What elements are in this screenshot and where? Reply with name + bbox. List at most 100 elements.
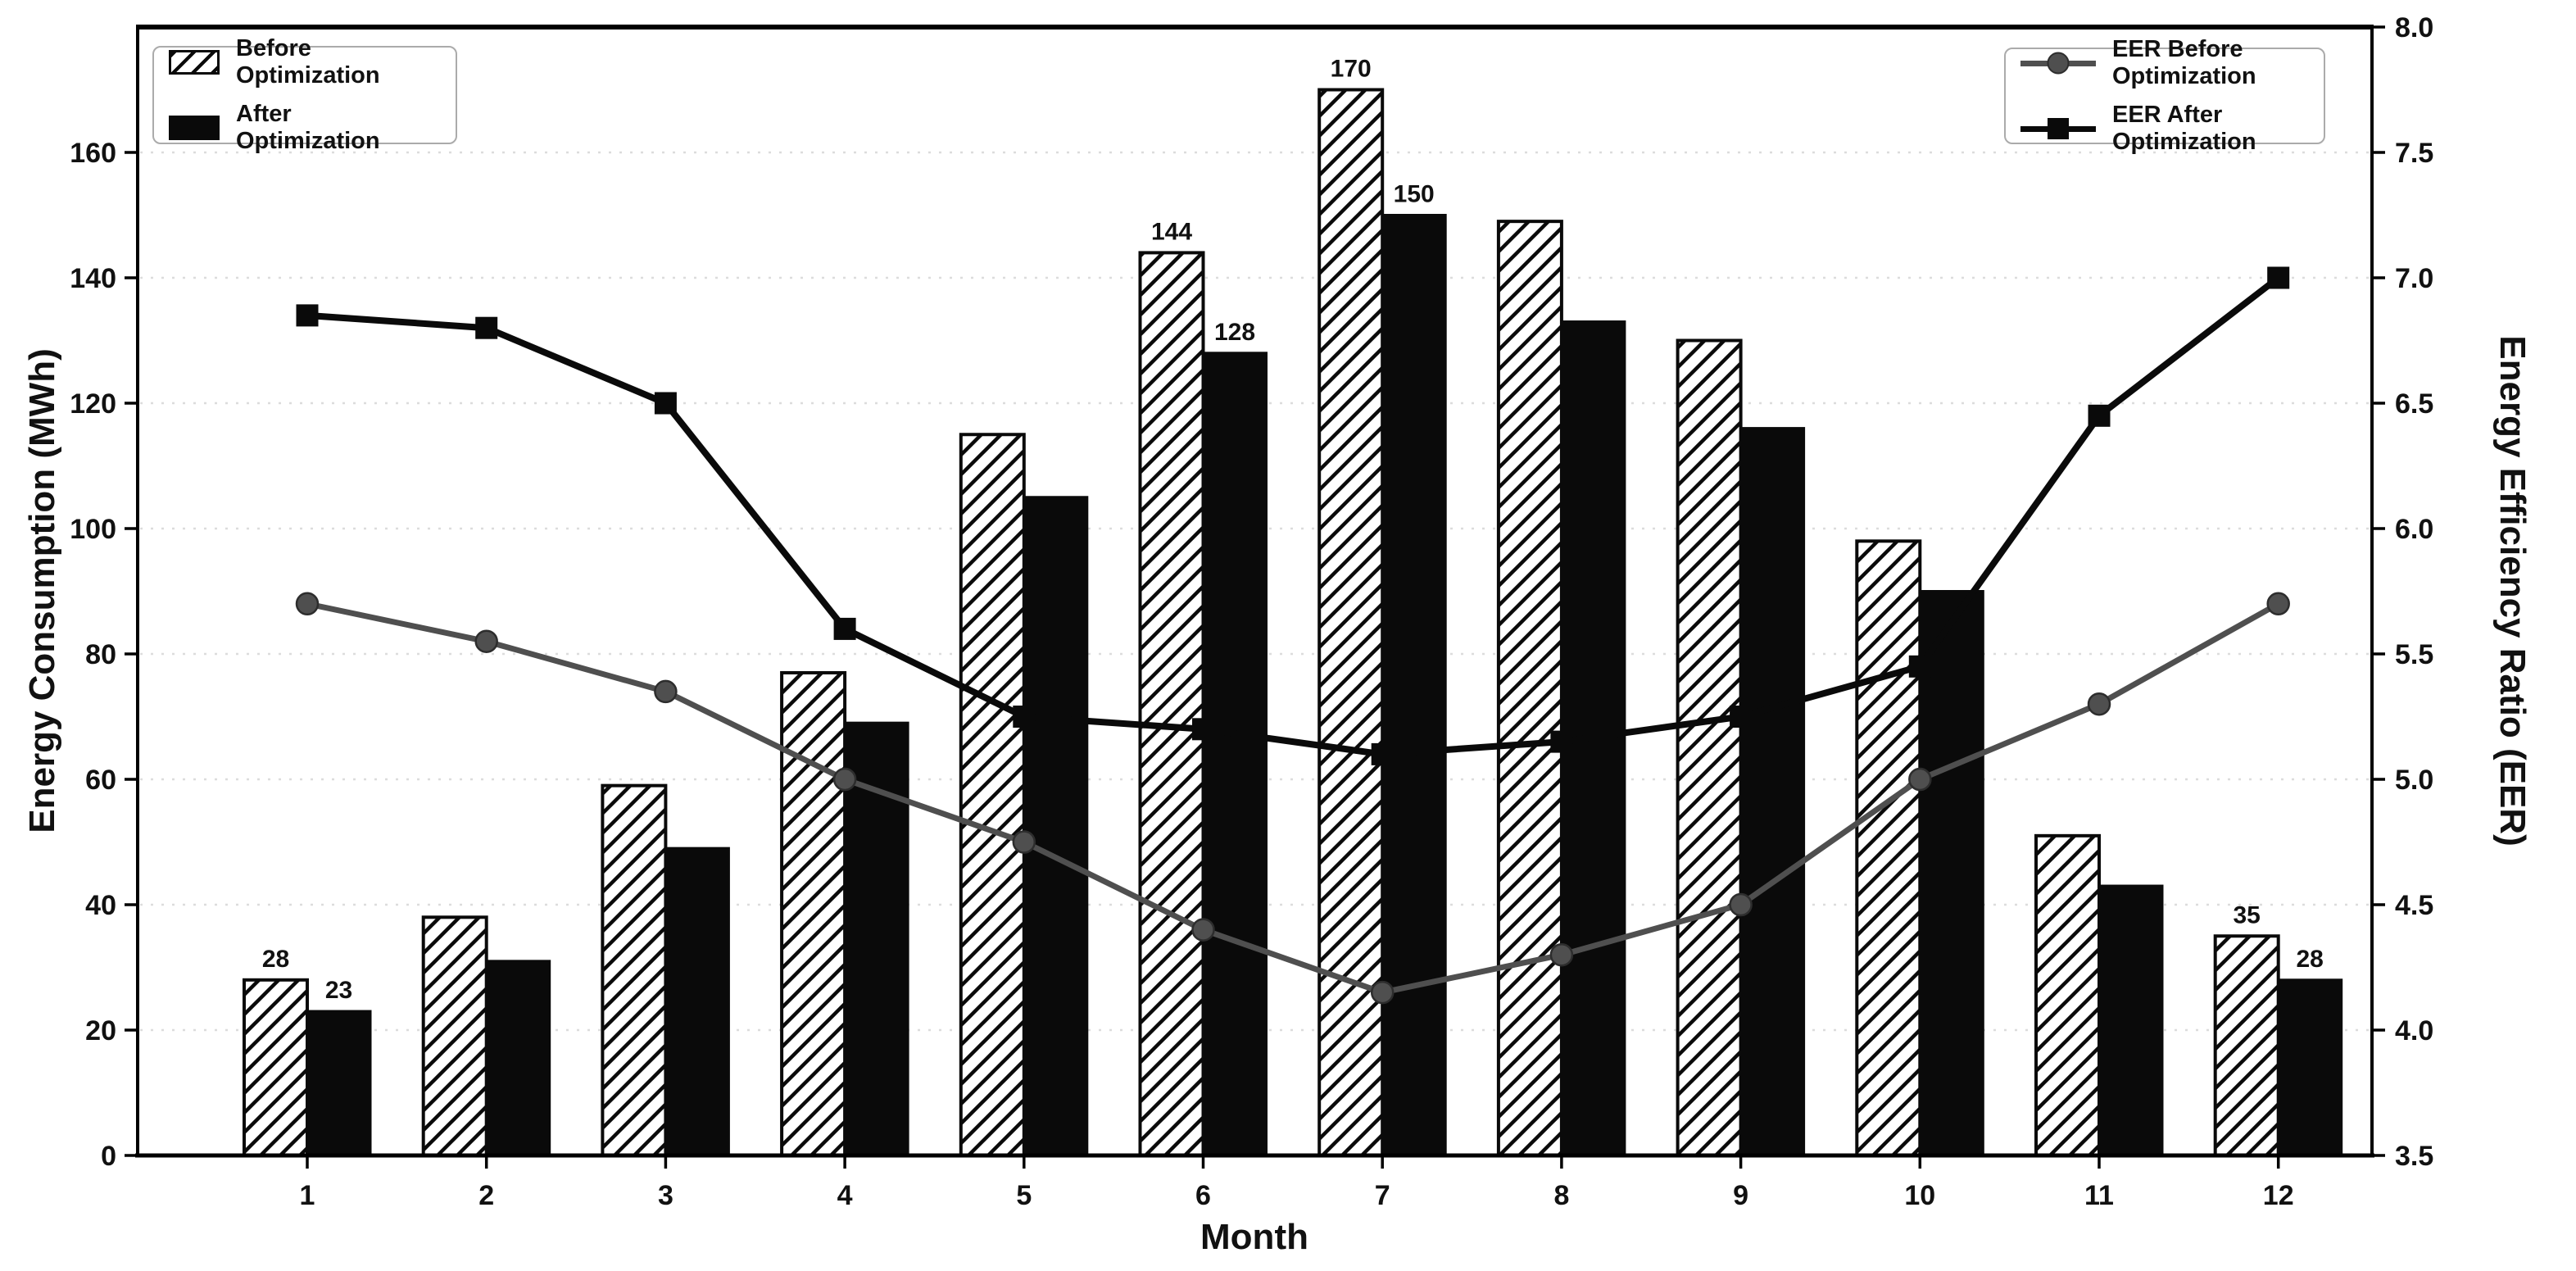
right-tick-label: 7.5 (2395, 138, 2433, 169)
eer-before-point-month-3 (654, 679, 678, 704)
solid-bar-swatch-icon (169, 116, 220, 140)
right-tick-label: 4.0 (2395, 1015, 2433, 1046)
x-axis-title: Month (1200, 1217, 1308, 1257)
bar-before-month-3 (601, 783, 668, 1158)
left-tick-label: 0 (101, 1141, 116, 1172)
bar-value-label: 35 (2234, 901, 2261, 928)
right-tick-label: 4.5 (2395, 890, 2433, 921)
right-tick-label: 3.5 (2395, 1141, 2433, 1172)
eer-before-line (306, 601, 2280, 996)
legend-label: EER Before Optimization (2112, 36, 2256, 89)
bar-before-month-9 (1676, 338, 1743, 1157)
bar-after-month-9 (1739, 427, 1806, 1157)
eer-before-point-month-5 (1012, 830, 1036, 854)
bar-after-month-1 (306, 1010, 372, 1157)
eer-before-point-month-6 (1191, 918, 1215, 942)
bar-before-month-8 (1496, 220, 1563, 1157)
legend-item-before-optimization: Before Optimization (169, 35, 441, 89)
bar-before-month-10 (1855, 539, 1922, 1157)
legend-label: After Optimization (236, 101, 380, 154)
x-tick-label: 12 (2263, 1180, 2294, 1211)
x-tick-label: 9 (1733, 1180, 1748, 1211)
legend-bars: Before Optimization After Optimization (152, 35, 457, 154)
right-tick-label: 5.5 (2395, 639, 2433, 670)
bar-value-label: 28 (2297, 946, 2324, 973)
eer-before-point-month-12 (2266, 592, 2290, 616)
eer-before-point-month-7 (1370, 980, 1395, 1005)
x-tick-label: 11 (2084, 1180, 2114, 1211)
eer-after-point-month-7 (1371, 742, 1394, 765)
left-tick-label: 120 (70, 388, 116, 420)
eer-after-point-month-2 (475, 316, 498, 339)
bar-before-month-4 (780, 670, 847, 1157)
bar-value-label: 150 (1394, 181, 1435, 208)
left-tick-label: 60 (85, 765, 116, 796)
right-tick-label: 6.0 (2395, 514, 2433, 545)
gray-line-sample-icon (2020, 52, 2096, 75)
bar-before-month-1 (243, 978, 309, 1158)
x-tick-label: 7 (1375, 1180, 1390, 1211)
eer-after-point-month-5 (1013, 706, 1036, 728)
eer-after-point-month-4 (833, 617, 856, 640)
bar-before-month-7 (1317, 88, 1385, 1157)
bar-after-month-2 (485, 960, 551, 1157)
left-tick-label: 100 (70, 514, 116, 545)
left-tick-label: 160 (70, 138, 116, 169)
bar-value-label: 28 (262, 946, 289, 973)
left-tick-label: 40 (85, 890, 116, 921)
bar-after-month-5 (1023, 496, 1089, 1157)
eer-before-point-month-2 (474, 629, 498, 653)
bar-value-label: 23 (325, 977, 352, 1004)
legend-label: EER After Optimization (2112, 102, 2256, 155)
eer-before-point-month-1 (295, 592, 320, 616)
x-tick-label: 6 (1195, 1180, 1211, 1211)
eer-before-point-month-10 (1908, 767, 1932, 792)
eer-after-point-month-9 (1730, 706, 1753, 728)
x-tick-label: 1 (300, 1180, 315, 1211)
x-tick-label: 8 (1553, 1180, 1569, 1211)
eer-before-point-month-11 (2087, 692, 2111, 716)
x-tick-label: 2 (478, 1180, 494, 1211)
square-marker-icon (2048, 118, 2069, 139)
left-tick-label: 20 (85, 1015, 116, 1046)
eer-before-point-month-9 (1729, 892, 1753, 917)
legend-item-after-optimization: After Optimization (169, 101, 441, 155)
bar-before-month-6 (1138, 251, 1205, 1157)
eer-after-point-month-12 (2267, 266, 2290, 289)
eer-after-point-month-6 (1192, 718, 1214, 741)
right-tick-label: 5.0 (2395, 765, 2433, 796)
right-axis-title: Energy Efficiency Ratio (EER) (2492, 335, 2533, 847)
x-tick-label: 4 (837, 1180, 853, 1211)
hatched-bar-swatch-icon (169, 50, 220, 75)
legend-label: Before Optimization (236, 35, 380, 89)
bar-after-month-12 (2277, 978, 2343, 1157)
right-tick-label: 6.5 (2395, 388, 2433, 420)
left-tick-label: 140 (70, 263, 116, 294)
eer-after-point-month-3 (654, 392, 677, 415)
eer-after-point-month-1 (296, 304, 319, 327)
bar-before-month-11 (2034, 833, 2101, 1157)
x-tick-label: 10 (1904, 1180, 1935, 1211)
legend-item-eer-after: EER After Optimization (2020, 102, 2309, 156)
bar-value-label: 128 (1214, 319, 1255, 346)
x-tick-label: 3 (658, 1180, 673, 1211)
right-tick-label: 8.0 (2395, 12, 2433, 43)
bar-value-label: 144 (1151, 218, 1192, 245)
left-axis-title: Energy Consumption (MWh) (22, 348, 62, 833)
bar-before-month-5 (959, 433, 1026, 1157)
eer-after-point-month-11 (2088, 404, 2111, 427)
eer-after-point-month-10 (1908, 655, 1931, 678)
x-tick-label: 5 (1016, 1180, 1032, 1211)
bar-after-month-11 (2098, 884, 2164, 1157)
bar-after-month-3 (664, 847, 730, 1157)
eer-before-point-month-4 (832, 767, 857, 792)
bar-after-month-7 (1381, 214, 1447, 1157)
legend-lines: EER Before Optimization EER After Optimi… (2004, 36, 2325, 155)
bar-after-month-6 (1202, 352, 1268, 1157)
bar-before-month-12 (2213, 934, 2280, 1157)
circle-marker-icon (2047, 52, 2070, 75)
black-line-sample-icon (2020, 118, 2096, 139)
bar-value-label: 170 (1331, 56, 1372, 83)
